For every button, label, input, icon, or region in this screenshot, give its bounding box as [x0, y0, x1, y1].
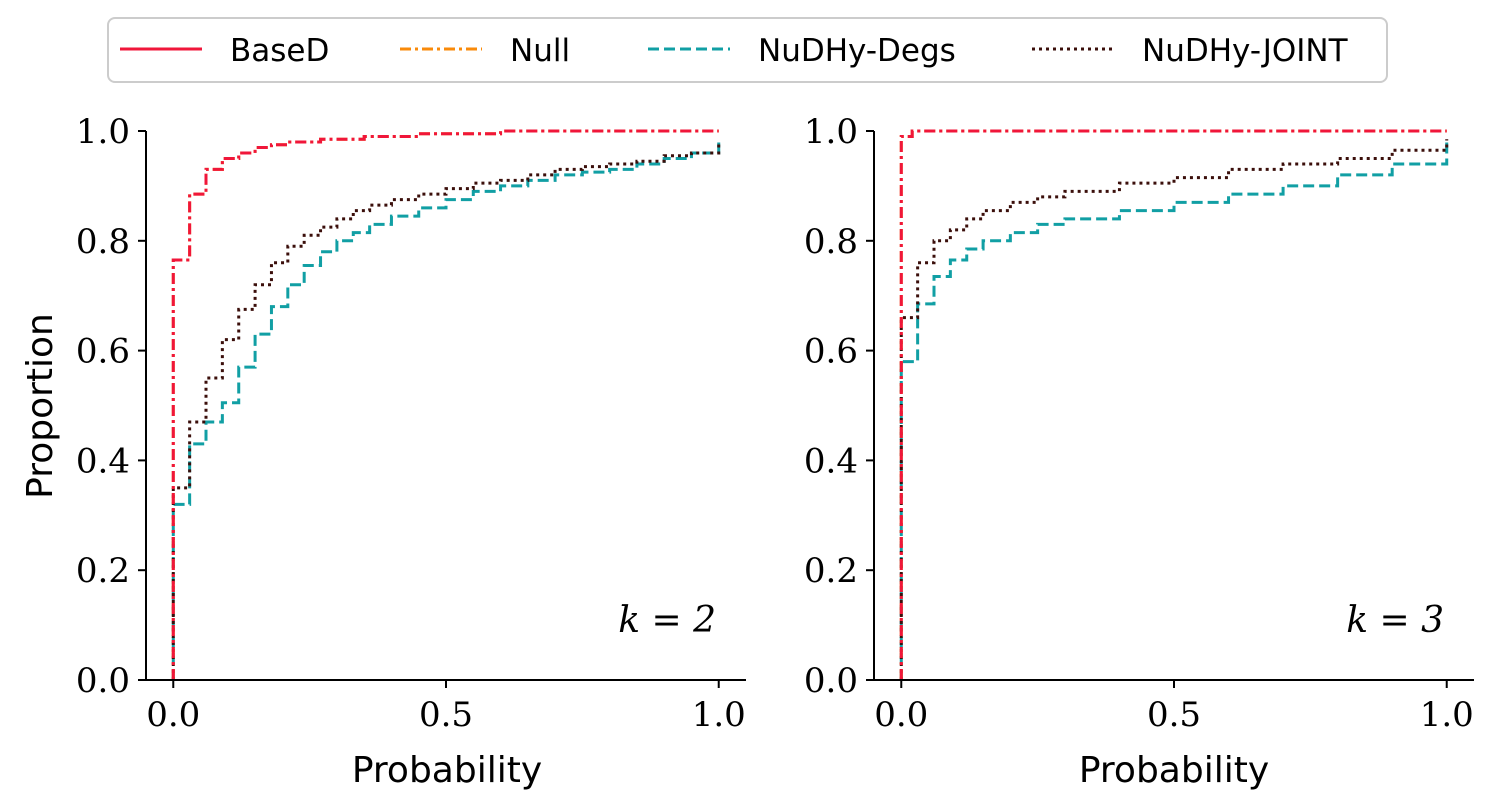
- y-tick-label: 1.0: [804, 112, 858, 152]
- y-tick-label: 0.2: [76, 551, 130, 591]
- x-tick-label: 0.0: [874, 695, 928, 735]
- x-tick-label: 0.5: [1147, 695, 1201, 735]
- y-tick-label: 0.4: [804, 441, 858, 481]
- panel-annotation: k = 3: [1346, 600, 1444, 641]
- x-tick-label: 0.5: [419, 695, 473, 735]
- y-tick-label: 0.6: [804, 332, 858, 372]
- legend-label: BaseD: [230, 33, 329, 69]
- series-line-based: [899, 129, 1447, 680]
- chart-panel-k2: Proportion Probability k = 2 0.0 0.2 0.4 0.…: [20, 112, 746, 791]
- y-tick-label: 1.0: [76, 112, 130, 152]
- panel-annotation: k = 2: [618, 600, 716, 641]
- y-tick-label: 0.0: [804, 661, 858, 701]
- legend: BaseD Null NuDHy-Degs NuDHy-JOINT: [107, 17, 1388, 83]
- x-tick-label: 1.0: [692, 695, 746, 735]
- x-axis-label: Probability: [1079, 750, 1269, 791]
- y-tick-label: 0.8: [76, 222, 130, 262]
- series-line-based: [171, 129, 719, 680]
- legend-frame: [107, 17, 1388, 83]
- legend-label: NuDHy-Degs: [758, 33, 956, 69]
- legend-label: Null: [510, 33, 570, 69]
- x-tick-label: 0.0: [146, 695, 200, 735]
- chart-panel-k3: Probability k = 3 0.0 0.2 0.4 0.6 0.8 1.0 0.0 0…: [804, 112, 1474, 791]
- y-axis-label: Proportion: [20, 313, 61, 499]
- x-tick-label: 1.0: [1420, 695, 1474, 735]
- y-tick-label: 0.0: [76, 661, 130, 701]
- y-tick-label: 0.2: [804, 551, 858, 591]
- series-line-nudhy-degs: [899, 141, 1449, 680]
- series-line-null: [171, 129, 719, 680]
- series-line-nudhy-joint: [171, 141, 721, 680]
- y-tick-label: 0.4: [76, 441, 130, 481]
- series-line-nudhy-joint: [899, 139, 1449, 680]
- y-tick-label: 0.6: [76, 332, 130, 372]
- x-axis-label: Probability: [352, 750, 542, 791]
- legend-label: NuDHy-JOINT: [1142, 33, 1349, 69]
- y-tick-label: 0.8: [804, 222, 858, 262]
- series-line-nudhy-degs: [171, 141, 721, 680]
